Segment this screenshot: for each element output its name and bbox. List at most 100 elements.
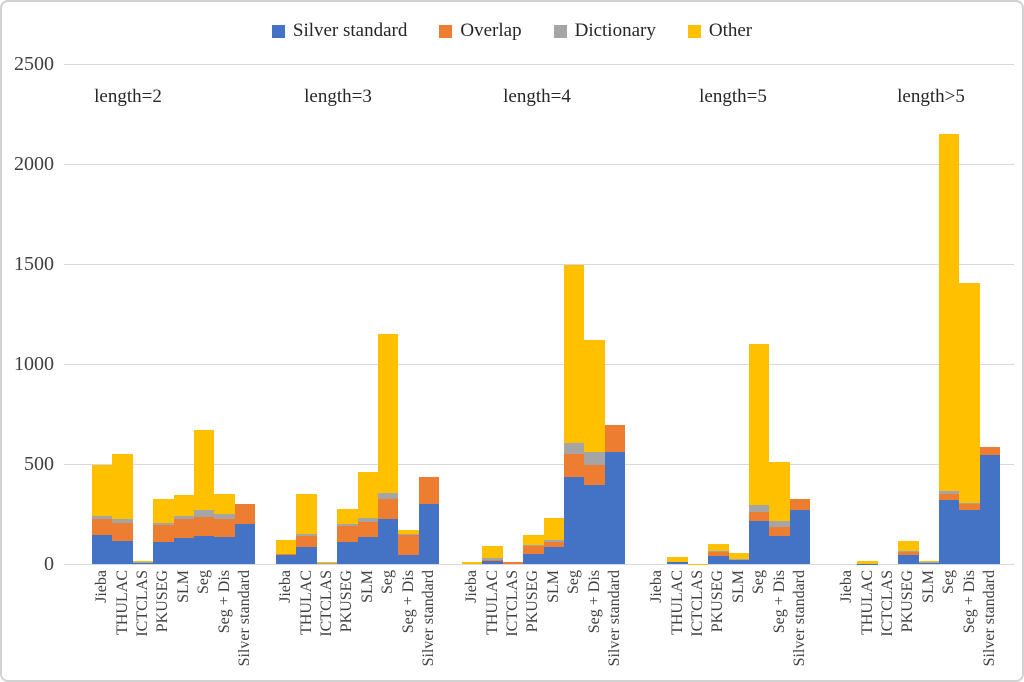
bar-segment xyxy=(564,454,585,477)
bar-segment xyxy=(708,544,729,551)
x-axis-category-label: PKUSEG xyxy=(899,570,917,633)
x-axis-category-label: SLM xyxy=(174,570,192,603)
bar-segment xyxy=(378,334,399,493)
bar-segment xyxy=(194,536,215,564)
bar-segment xyxy=(898,552,919,555)
y-axis-tick-label: 2500 xyxy=(14,53,54,75)
bar-segment xyxy=(543,518,564,540)
bar-segment xyxy=(173,495,194,516)
bar-segment xyxy=(112,519,133,523)
gridline xyxy=(64,263,1014,265)
bar-segment xyxy=(708,551,729,552)
bar-segment xyxy=(296,534,317,536)
legend-item: Other xyxy=(687,20,752,42)
bar-segment xyxy=(153,525,174,542)
legend-label: Dictionary xyxy=(574,20,656,41)
bar-segment xyxy=(769,521,790,527)
bar-segment xyxy=(418,504,440,564)
bar-segment xyxy=(939,500,960,564)
bar-segment xyxy=(769,527,790,536)
gridline xyxy=(64,463,1014,465)
bar-segment xyxy=(898,555,919,564)
bar-segment xyxy=(523,535,544,545)
bar-segment xyxy=(604,452,626,564)
x-axis-category-label: PKUSEG xyxy=(524,570,542,633)
x-axis-category-label: Jieba xyxy=(93,570,111,603)
bar-segment xyxy=(194,430,215,510)
bar-segment xyxy=(979,447,1001,455)
bar-segment xyxy=(92,516,113,519)
bar-segment xyxy=(959,504,980,510)
bar-segment xyxy=(543,547,564,564)
legend-swatch-icon xyxy=(553,24,567,38)
x-axis-category-label: Seg + Dis xyxy=(585,570,603,634)
bar-segment xyxy=(543,540,564,542)
legend-label: Silver standard xyxy=(292,20,408,41)
bar-segment xyxy=(918,562,939,563)
legend-swatch-icon xyxy=(687,24,701,38)
bar-segment xyxy=(378,493,399,499)
x-axis-category-label: THULAC xyxy=(297,570,315,635)
x-axis-category-label: THULAC xyxy=(668,570,686,635)
bar-segment xyxy=(357,472,378,518)
bar-segment xyxy=(543,542,564,547)
bar-segment xyxy=(523,554,544,564)
bar-segment xyxy=(357,522,378,537)
bar-segment xyxy=(959,283,980,503)
bar-segment xyxy=(749,505,770,512)
bar-segment xyxy=(132,562,154,563)
bar-segment xyxy=(337,524,358,526)
x-axis-category-label: THULAC xyxy=(483,570,501,635)
bar-segment xyxy=(482,561,503,564)
gridline xyxy=(64,363,1014,365)
x-axis-category-label: Jieba xyxy=(648,570,666,603)
bar-segment xyxy=(898,551,919,552)
bar-segment xyxy=(482,546,503,558)
bar-segment xyxy=(523,546,544,554)
bar-segment xyxy=(357,537,378,564)
x-axis-category-label: Seg xyxy=(565,570,583,594)
bar-segment xyxy=(728,559,749,560)
bar-segment xyxy=(918,561,939,562)
bar-segment xyxy=(898,541,919,551)
gridline xyxy=(64,163,1014,165)
bar-segment xyxy=(173,516,194,519)
bar-segment xyxy=(173,538,194,564)
x-axis-category-label: Seg xyxy=(940,570,958,594)
bar-segment xyxy=(153,499,174,523)
bar-segment xyxy=(564,265,585,443)
bar-segment xyxy=(979,455,1001,564)
group-label: length=3 xyxy=(304,86,372,107)
bar-segment xyxy=(276,554,297,555)
bar-segment xyxy=(939,491,960,494)
bar-segment xyxy=(153,523,174,525)
bar-segment xyxy=(234,524,256,564)
bar-segment xyxy=(523,545,544,546)
bar-segment xyxy=(398,530,419,534)
bar-segment xyxy=(462,562,483,564)
bar-segment xyxy=(378,499,399,519)
legend-item: Silver standard xyxy=(271,20,408,42)
x-axis-category-label: Seg xyxy=(379,570,397,594)
y-axis-tick-label: 0 xyxy=(44,553,54,575)
x-axis-category-label: THULAC xyxy=(858,570,876,635)
bar-segment xyxy=(194,517,215,536)
bar-segment xyxy=(296,547,317,564)
legend-swatch-icon xyxy=(439,24,453,38)
bar-segment xyxy=(939,134,960,491)
x-axis-category-label: ICTCLAS xyxy=(318,570,335,637)
x-axis-category-label: SLM xyxy=(919,570,937,603)
bar-segment xyxy=(769,462,790,521)
x-axis-category-label: Silver standard xyxy=(606,570,623,667)
x-axis-category-label: Seg xyxy=(195,570,213,594)
bar-segment xyxy=(194,510,215,517)
bar-segment xyxy=(214,494,235,514)
group-label: length>5 xyxy=(897,86,965,107)
bar-segment xyxy=(564,477,585,564)
bar-segment xyxy=(584,465,605,485)
bar-segment xyxy=(749,521,770,564)
y-axis-tick-label: 500 xyxy=(24,453,54,475)
y-axis-tick-label: 2000 xyxy=(14,153,54,175)
x-axis-category-label: Seg xyxy=(750,570,768,594)
